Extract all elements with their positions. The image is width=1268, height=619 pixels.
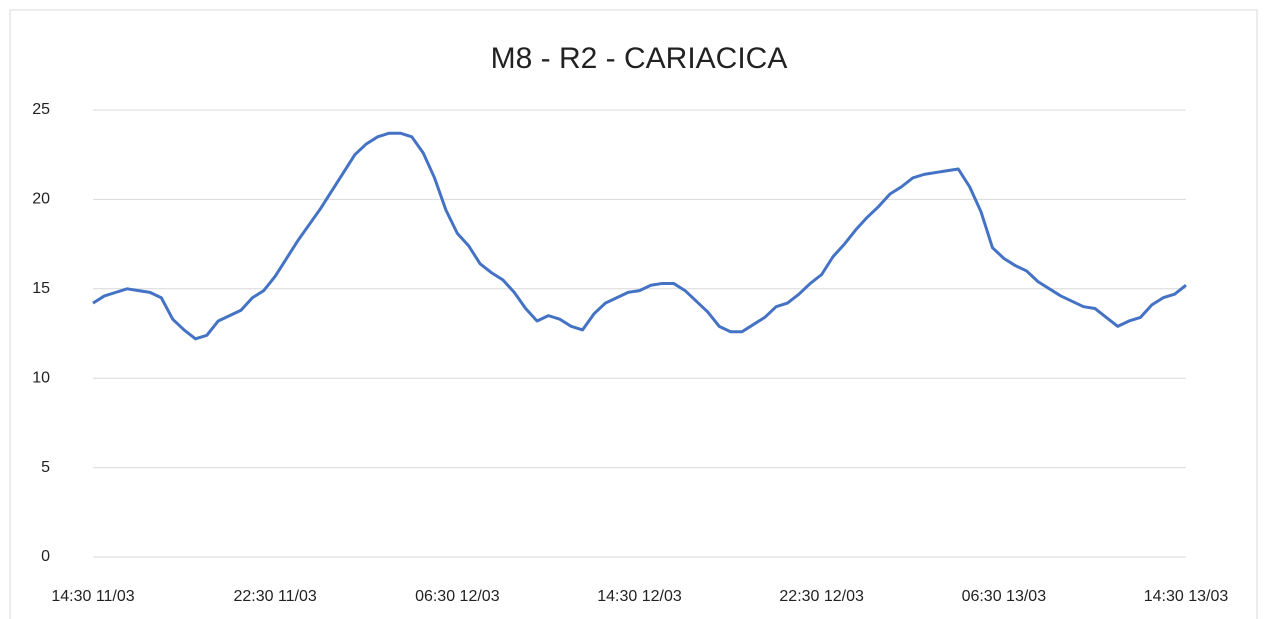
y-tick-label: 10 bbox=[32, 369, 50, 386]
y-tick-label: 15 bbox=[32, 280, 50, 297]
y-tick-label: 20 bbox=[32, 191, 50, 208]
x-tick-label: 14:30 12/03 bbox=[597, 588, 682, 605]
y-tick-label: 25 bbox=[32, 101, 50, 118]
x-tick-label: 14:30 11/03 bbox=[51, 588, 134, 605]
y-tick-label: 5 bbox=[41, 459, 50, 476]
x-tick-label: 22:30 12/03 bbox=[779, 588, 864, 605]
x-tick-label: 06:30 13/03 bbox=[962, 588, 1047, 605]
x-tick-label: 22:30 11/03 bbox=[233, 588, 316, 605]
chart-border bbox=[9, 9, 1258, 619]
y-tick-label: 0 bbox=[41, 548, 50, 565]
data-line bbox=[92, 131, 1187, 341]
chart-title: M8 - R2 - CARIACICA bbox=[491, 42, 788, 75]
x-tick-label: 06:30 12/03 bbox=[415, 588, 500, 605]
x-tick-label: 14:30 13/03 bbox=[1144, 588, 1229, 605]
